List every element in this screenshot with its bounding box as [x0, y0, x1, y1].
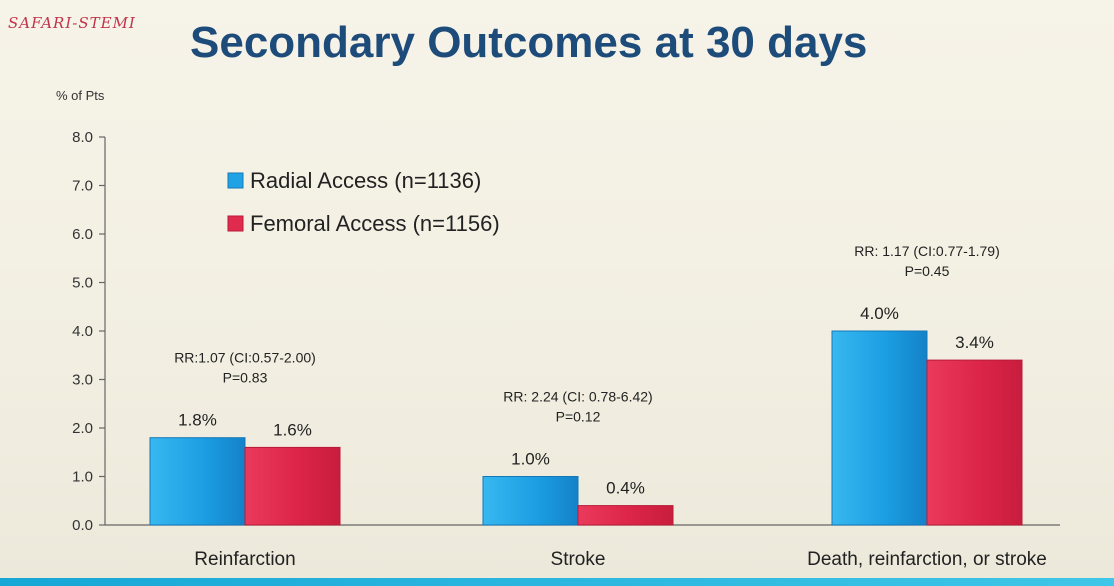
- p-value-annotation: P=0.83: [223, 370, 268, 386]
- chart-title: Secondary Outcomes at 30 days: [190, 18, 868, 67]
- footer-accent-strip: [0, 578, 1114, 586]
- y-tick-label: 1.0: [72, 469, 93, 486]
- brand-logo-text: SAFARI-STEMI: [8, 14, 136, 32]
- radial-bar: [831, 330, 928, 526]
- bar-value-label: 1.0%: [511, 450, 550, 469]
- y-tick-label: 0.0: [72, 517, 93, 534]
- y-tick-label: 5.0: [72, 275, 93, 292]
- p-value-annotation: P=0.45: [905, 263, 950, 279]
- femoral-bar: [577, 505, 674, 526]
- y-axis-label: % of Pts: [56, 88, 105, 103]
- y-tick-label: 7.0: [72, 178, 93, 195]
- radial-legend-swatch: [227, 172, 244, 189]
- rr-annotation: RR: 1.17 (CI:0.77-1.79): [854, 243, 1000, 259]
- radial-bar: [482, 476, 579, 526]
- rr-annotation: RR:1.07 (CI:0.57-2.00): [174, 350, 316, 366]
- y-tick-label: 4.0: [72, 323, 93, 340]
- bar-value-label: 4.0%: [860, 304, 899, 323]
- category-label: Death, reinfarction, or stroke: [807, 549, 1047, 570]
- p-value-annotation: P=0.12: [556, 409, 601, 425]
- radial-bar: [149, 437, 246, 526]
- category-label: Stroke: [551, 549, 606, 570]
- legend-label: Radial Access (n=1136): [250, 168, 481, 193]
- femoral-bar: [244, 446, 341, 526]
- femoral-bar: [926, 359, 1023, 526]
- chart-legend: Radial Access (n=1136) Femoral Access (n=…: [227, 168, 500, 236]
- bar-value-label: 1.8%: [178, 411, 217, 430]
- category-label: Reinfarction: [194, 549, 295, 570]
- bar-value-label: 3.4%: [955, 333, 994, 352]
- y-tick-label: 6.0: [72, 226, 93, 243]
- y-tick-label: 8.0: [72, 129, 93, 146]
- femoral-legend-swatch: [227, 215, 244, 232]
- chart-axes: 0.0 1.0 2.0 3.0 4.0 5.0 6.0 7.0 8.0: [72, 129, 1060, 534]
- bar-value-label: 0.4%: [606, 479, 645, 498]
- y-tick-label: 2.0: [72, 420, 93, 437]
- chart-bars: [149, 330, 1023, 526]
- legend-label: Femoral Access (n=1156): [250, 211, 500, 236]
- chart-labels: 1.8% 1.0% 4.0% 1.6% 0.4% 3.4% RR:1.07 (CI:0.57…: [174, 243, 1047, 570]
- rr-annotation: RR: 2.24 (CI: 0.78-6.42): [503, 389, 652, 405]
- y-tick-label: 3.0: [72, 372, 93, 389]
- bar-value-label: 1.6%: [273, 420, 312, 439]
